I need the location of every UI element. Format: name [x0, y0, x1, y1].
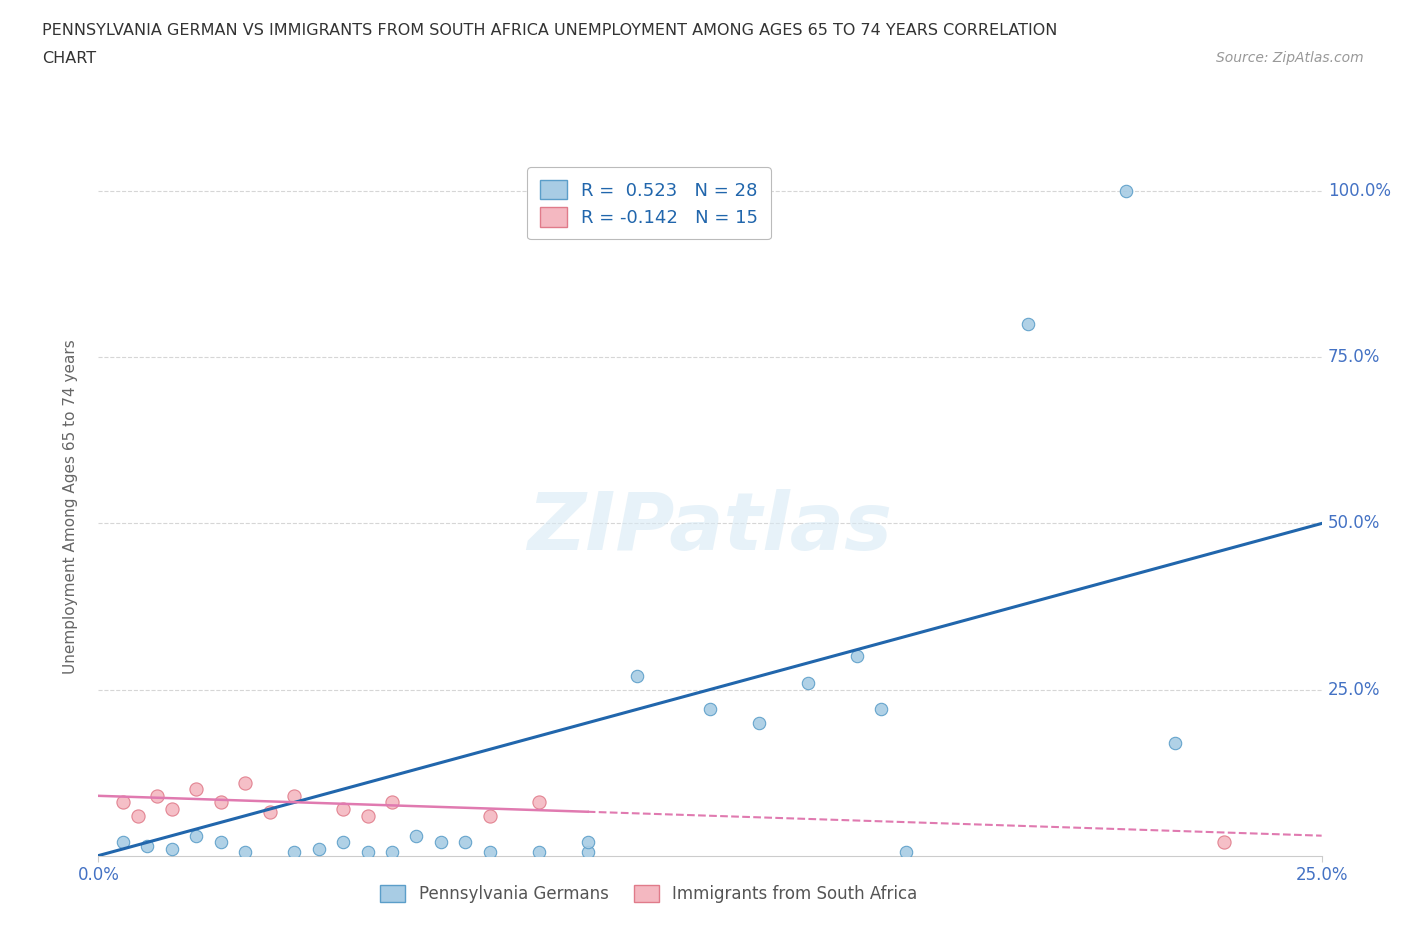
- Point: [845, 649, 868, 664]
- Point: [1115, 184, 1137, 199]
- Text: 75.0%: 75.0%: [1327, 349, 1381, 366]
- Point: [405, 829, 427, 844]
- Y-axis label: Unemployment Among Ages 65 to 74 years: Unemployment Among Ages 65 to 74 years: [63, 339, 77, 674]
- Point: [748, 715, 770, 730]
- Point: [186, 829, 208, 844]
- Point: [160, 842, 183, 857]
- Point: [283, 844, 305, 859]
- Point: [894, 844, 917, 859]
- Point: [478, 844, 501, 859]
- Point: [259, 805, 281, 820]
- Point: [356, 808, 378, 823]
- Point: [576, 844, 599, 859]
- Point: [626, 669, 648, 684]
- Point: [332, 835, 354, 850]
- Point: [430, 835, 453, 850]
- Point: [160, 802, 183, 817]
- Point: [797, 675, 820, 690]
- Text: Source: ZipAtlas.com: Source: ZipAtlas.com: [1216, 51, 1364, 65]
- Point: [233, 775, 256, 790]
- Point: [527, 795, 550, 810]
- Point: [136, 838, 159, 853]
- Text: 100.0%: 100.0%: [1327, 182, 1391, 200]
- Point: [1212, 835, 1234, 850]
- Point: [209, 835, 232, 850]
- Point: [699, 702, 721, 717]
- Point: [146, 789, 169, 804]
- Text: PENNSYLVANIA GERMAN VS IMMIGRANTS FROM SOUTH AFRICA UNEMPLOYMENT AMONG AGES 65 T: PENNSYLVANIA GERMAN VS IMMIGRANTS FROM S…: [42, 23, 1057, 38]
- Point: [356, 844, 378, 859]
- Point: [478, 808, 501, 823]
- Point: [1164, 736, 1187, 751]
- Point: [111, 835, 134, 850]
- Point: [381, 795, 404, 810]
- Point: [454, 835, 477, 850]
- Point: [283, 789, 305, 804]
- Point: [308, 842, 330, 857]
- Text: 25.0%: 25.0%: [1327, 681, 1381, 698]
- Text: 50.0%: 50.0%: [1327, 514, 1381, 533]
- Text: ZIPatlas: ZIPatlas: [527, 489, 893, 566]
- Point: [186, 782, 208, 797]
- Point: [381, 844, 404, 859]
- Legend: Pennsylvania Germans, Immigrants from South Africa: Pennsylvania Germans, Immigrants from So…: [374, 879, 924, 910]
- Point: [332, 802, 354, 817]
- Point: [127, 808, 149, 823]
- Point: [233, 844, 256, 859]
- Point: [1017, 317, 1039, 332]
- Point: [209, 795, 232, 810]
- Text: CHART: CHART: [42, 51, 96, 66]
- Point: [576, 835, 599, 850]
- Point: [111, 795, 134, 810]
- Point: [527, 844, 550, 859]
- Point: [870, 702, 893, 717]
